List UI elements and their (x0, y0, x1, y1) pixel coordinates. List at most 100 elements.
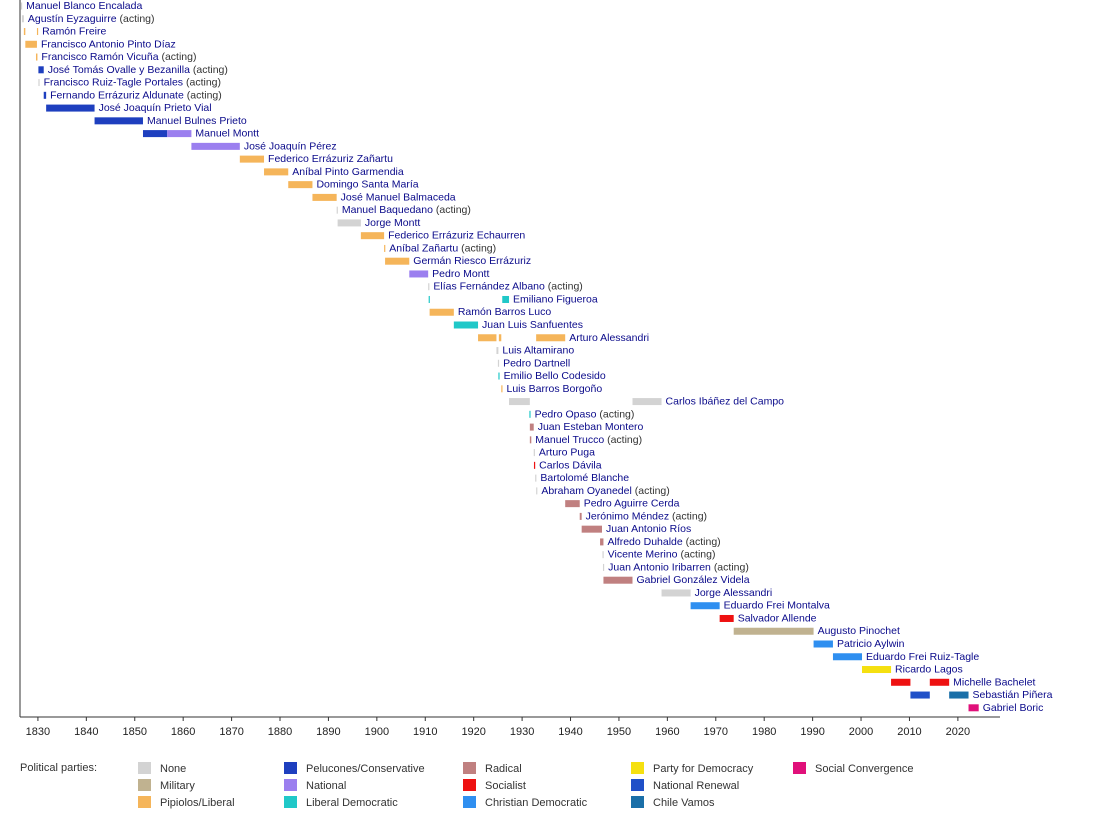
term-bar (360, 232, 385, 240)
president-label: Manuel Bulnes Prieto (147, 115, 247, 127)
president-name: Francisco Antonio Pinto Díaz (41, 38, 176, 50)
term-bar (429, 308, 454, 316)
president-name: Juan Antonio Iribarren (608, 561, 711, 573)
president-name: Bartolomé Blanche (540, 472, 629, 484)
term-bar (733, 627, 814, 635)
president-label: Eduardo Frei Ruiz-Tagle (866, 651, 979, 663)
president-label: Juan Esteban Montero (538, 421, 644, 433)
president-label: Patricio Aylwin (837, 638, 905, 650)
legend-swatch (463, 762, 476, 774)
president-name: Federico Errázuriz Echaurren (388, 229, 525, 241)
legend-label: None (160, 763, 186, 775)
president-name: Luis Barros Borgoño (506, 383, 602, 395)
president-name: Aníbal Zañartu (389, 242, 458, 254)
x-tick-label: 1940 (558, 726, 582, 738)
president-name: Gabriel González Videla (637, 574, 750, 586)
president-name: Ricardo Lagos (895, 663, 963, 675)
president-label: Francisco Antonio Pinto Díaz (41, 38, 176, 50)
president-name: Michelle Bachelet (953, 676, 1035, 688)
president-name: Pedro Aguirre Cerda (584, 497, 680, 509)
legend-swatch (631, 779, 644, 791)
term-bar (385, 257, 410, 265)
president-name: Carlos Dávila (539, 459, 602, 471)
president-label: Arturo Puga (539, 446, 595, 458)
term-bar (891, 678, 911, 686)
term-bar (496, 347, 499, 355)
term-bar (832, 653, 863, 661)
legend-label: Christian Democratic (485, 797, 588, 809)
term-bar (94, 117, 143, 125)
x-tick-label: 1920 (461, 726, 485, 738)
legend-label: Liberal Democratic (306, 797, 398, 809)
term-bar (337, 219, 361, 227)
acting-note: (acting) (436, 204, 471, 216)
president-label: José Manuel Balmaceda (341, 191, 456, 203)
term-bar (428, 295, 430, 303)
president-name: Emiliano Figueroa (513, 293, 598, 305)
term-bar (529, 410, 531, 418)
president-label: Jerónimo Méndez (acting) (586, 510, 707, 522)
term-bar (600, 538, 604, 546)
president-label: Pedro Montt (432, 268, 489, 280)
term-bar (312, 193, 337, 201)
president-name: Aníbal Pinto Garmendia (292, 166, 404, 178)
president-label: Agustín Eyzaguirre (acting) (28, 13, 155, 25)
x-tick-label: 1930 (510, 726, 534, 738)
x-tick-label: 1860 (171, 726, 195, 738)
acting-note: (acting) (607, 434, 642, 446)
term-bar (36, 28, 39, 36)
president-name: Arturo Alessandri (569, 332, 649, 344)
x-tick-label: 1840 (74, 726, 98, 738)
term-bar (46, 104, 95, 112)
president-name: Eduardo Frei Montalva (724, 600, 830, 612)
term-bar (929, 678, 950, 686)
term-bar (43, 91, 47, 99)
x-tick-label: 1960 (655, 726, 679, 738)
president-label: Francisco Ramón Vicuña (acting) (41, 51, 196, 63)
president-label: Federico Errázuriz Echaurren (388, 229, 525, 241)
legend-title: Political parties: (20, 762, 97, 774)
term-bar (602, 563, 605, 571)
president-label: Juan Antonio Ríos (606, 523, 691, 535)
term-bar (535, 474, 537, 482)
president-name: Manuel Baquedano (342, 204, 433, 216)
legend-label: Radical (485, 763, 522, 775)
president-label: Juan Luis Sanfuentes (482, 319, 583, 331)
president-label: José Joaquín Pérez (244, 140, 337, 152)
president-name: José Joaquín Prieto Vial (99, 102, 212, 114)
x-tick-label: 1870 (219, 726, 243, 738)
legend-swatch (793, 762, 806, 774)
president-label: Ramón Barros Luco (458, 306, 552, 318)
president-name: Eduardo Frei Ruiz-Tagle (866, 651, 979, 663)
president-name: Ramón Freire (42, 25, 106, 37)
x-tick-label: 2010 (897, 726, 921, 738)
president-name: José Manuel Balmaceda (341, 191, 456, 203)
term-bar (533, 461, 536, 469)
president-name: Jerónimo Méndez (586, 510, 669, 522)
president-name: Abraham Oyanedel (541, 485, 631, 497)
president-name: Pedro Opaso (535, 408, 597, 420)
president-label: Domingo Santa María (316, 178, 418, 190)
term-bar (602, 551, 604, 559)
president-name: Juan Esteban Montero (538, 421, 644, 433)
acting-note: (acting) (680, 548, 715, 560)
president-label: Ramón Freire (42, 25, 106, 37)
term-bar (497, 359, 500, 367)
term-bar (536, 487, 538, 495)
president-label: Pedro Aguirre Cerda (584, 497, 680, 509)
president-label: Gabriel Boric (983, 702, 1044, 714)
acting-note: (acting) (672, 510, 707, 522)
term-bar (579, 512, 582, 520)
term-bar (509, 398, 530, 406)
president-label: José Tomás Ovalle y Bezanilla (acting) (48, 64, 228, 76)
president-label: Bartolomé Blanche (540, 472, 629, 484)
x-tick-label: 1890 (316, 726, 340, 738)
acting-note: (acting) (187, 89, 222, 101)
term-bar (968, 704, 979, 712)
president-label: Carlos Dávila (539, 459, 602, 471)
legend-label: National Renewal (653, 780, 739, 792)
term-bar (533, 449, 535, 457)
acting-note: (acting) (714, 561, 749, 573)
president-name: Luis Altamirano (502, 344, 574, 356)
president-label: Augusto Pinochet (818, 625, 900, 637)
